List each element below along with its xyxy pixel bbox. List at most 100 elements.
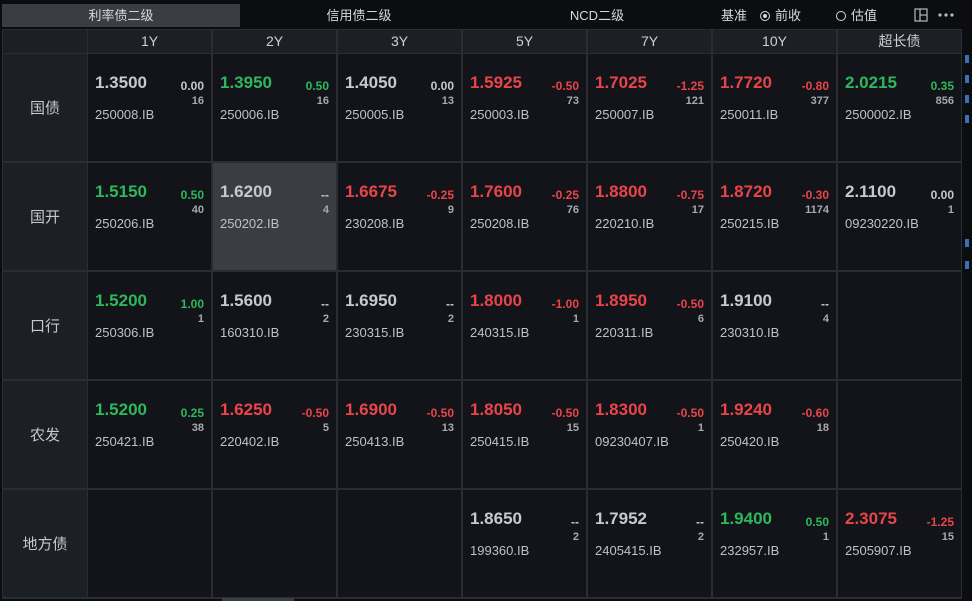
yield-change: -- xyxy=(571,515,579,529)
yield-change: -0.25 xyxy=(551,188,579,202)
yield-value: 1.9100 xyxy=(720,291,772,310)
quote-cell[interactable]: 1.5150 0.50 40 250206.IB xyxy=(88,163,211,270)
empty-cell xyxy=(338,490,461,597)
yield-value: 1.5200 xyxy=(95,291,147,310)
quote-cell[interactable]: 1.6675 -0.25 9 230208.IB xyxy=(338,163,461,270)
tab-ncd-secondary[interactable]: NCD二级 xyxy=(569,8,625,23)
empty-cell xyxy=(213,490,336,597)
quote-cell[interactable]: 1.8000 -1.00 1 240315.IB xyxy=(463,272,586,379)
row-header[interactable]: 口行 xyxy=(3,272,87,379)
yield-change: -0.50 xyxy=(676,406,704,420)
basis-option-valuation[interactable]: 估值 xyxy=(836,4,877,27)
bond-code: 250421.IB xyxy=(95,434,155,449)
side-marker xyxy=(965,95,969,103)
column-header-1[interactable]: 1Y xyxy=(88,30,211,53)
trade-count: 2 xyxy=(697,531,704,543)
bond-code: 250011.IB xyxy=(720,107,779,122)
column-header-6[interactable]: 10Y xyxy=(713,30,836,53)
quote-cell[interactable]: 1.7600 -0.25 76 250208.IB xyxy=(463,163,586,270)
bond-code: 250306.IB xyxy=(95,325,155,340)
quote-cell[interactable]: 1.6900 -0.50 13 250413.IB xyxy=(338,381,461,488)
side-marker xyxy=(965,55,969,63)
quote-cell[interactable]: 1.7952 -- 2 2405415.IB xyxy=(588,490,711,597)
more-icon[interactable] xyxy=(937,8,955,22)
yield-value: 1.8720 xyxy=(720,182,772,201)
column-header-2[interactable]: 2Y xyxy=(213,30,336,53)
quote-cell[interactable]: 1.6200 -- 4 250202.IB xyxy=(213,163,336,270)
quote-cell[interactable]: 2.1100 0.00 1 09230220.IB xyxy=(838,163,961,270)
quote-cell[interactable]: 1.8950 -0.50 6 220311.IB xyxy=(588,272,711,379)
quote-cell[interactable]: 1.8650 -- 2 199360.IB xyxy=(463,490,586,597)
yield-value: 1.5200 xyxy=(95,400,147,419)
quote-cell[interactable]: 1.8720 -0.30 1174 250215.IB xyxy=(713,163,836,270)
yield-value: 2.0215 xyxy=(845,73,897,92)
quote-cell[interactable]: 1.8050 -0.50 15 250415.IB xyxy=(463,381,586,488)
quote-cell[interactable]: 1.9100 -- 4 230310.IB xyxy=(713,272,836,379)
quote-cell[interactable]: 1.4050 0.00 13 250005.IB xyxy=(338,54,461,161)
column-header-5[interactable]: 7Y xyxy=(588,30,711,53)
quote-cell[interactable]: 1.8300 -0.50 1 09230407.IB xyxy=(588,381,711,488)
bond-code: 160310.IB xyxy=(220,325,280,340)
tab-credit-bond-secondary[interactable]: 信用债二级 xyxy=(326,8,392,23)
yield-change: -1.25 xyxy=(926,515,954,529)
trade-count: 1 xyxy=(697,422,704,434)
horizontal-scrollbar[interactable] xyxy=(222,598,294,601)
bond-code: 250008.IB xyxy=(95,107,155,122)
tab-rate-bond-secondary[interactable]: 利率债二级 xyxy=(2,4,240,27)
bond-code: 250208.IB xyxy=(470,216,530,231)
column-header-3[interactable]: 3Y xyxy=(338,30,461,53)
bond-code: 199360.IB xyxy=(470,543,530,558)
row-header[interactable]: 国债 xyxy=(3,54,87,161)
quote-cell[interactable]: 2.3075 -1.25 15 2505907.IB xyxy=(838,490,961,597)
bond-code: 250202.IB xyxy=(220,216,280,231)
yield-value: 1.6250 xyxy=(220,400,272,419)
row-header[interactable]: 国开 xyxy=(3,163,87,270)
quote-cell[interactable]: 1.7720 -0.80 377 250011.IB xyxy=(713,54,836,161)
quote-cell[interactable]: 1.3950 0.50 16 250006.IB xyxy=(213,54,336,161)
trade-count: 4 xyxy=(822,313,829,325)
top-bar: 利率债二级 信用债二级 NCD二级 基准 前收 估值 xyxy=(0,0,972,29)
yield-value: 1.5925 xyxy=(470,73,522,92)
yield-change: -0.50 xyxy=(301,406,329,420)
bond-code: 250415.IB xyxy=(470,434,530,449)
quote-cell[interactable]: 1.6950 -- 2 230315.IB xyxy=(338,272,461,379)
yield-change: -0.80 xyxy=(801,79,829,93)
yield-value: 1.7720 xyxy=(720,73,772,92)
quote-cell[interactable]: 1.5925 -0.50 73 250003.IB xyxy=(463,54,586,161)
yield-value: 1.6675 xyxy=(345,182,397,201)
bond-code: 2405415.IB xyxy=(595,543,662,558)
bond-code: 250413.IB xyxy=(345,434,405,449)
yield-change: 0.50 xyxy=(305,79,329,93)
side-marker xyxy=(965,261,969,269)
trade-count: 1 xyxy=(572,313,579,325)
quote-cell[interactable]: 1.5200 0.25 38 250421.IB xyxy=(88,381,211,488)
yield-change: -0.50 xyxy=(551,79,579,93)
yield-value: 1.5150 xyxy=(95,182,147,201)
quote-cell[interactable]: 1.8800 -0.75 17 220210.IB xyxy=(588,163,711,270)
yield-change: 0.00 xyxy=(430,79,454,93)
layout-icon[interactable] xyxy=(914,8,928,22)
quote-cell[interactable]: 1.3500 0.00 16 250008.IB xyxy=(88,54,211,161)
row-header[interactable]: 农发 xyxy=(3,381,87,488)
trade-count: 1 xyxy=(947,204,954,216)
row-header[interactable]: 地方债 xyxy=(3,490,87,597)
quote-cell[interactable]: 1.5200 1.00 1 250306.IB xyxy=(88,272,211,379)
yield-value: 1.6200 xyxy=(220,182,272,201)
trade-count: 2 xyxy=(322,313,329,325)
bond-code: 250003.IB xyxy=(470,107,530,122)
yield-value: 1.7600 xyxy=(470,182,522,201)
yield-change: -0.30 xyxy=(801,188,829,202)
quote-cell[interactable]: 1.9240 -0.60 18 250420.IB xyxy=(713,381,836,488)
yield-change: 0.00 xyxy=(930,188,954,202)
column-header-4[interactable]: 5Y xyxy=(463,30,586,53)
quote-cell[interactable]: 1.6250 -0.50 5 220402.IB xyxy=(213,381,336,488)
trade-count: 2 xyxy=(572,531,579,543)
quote-cell[interactable]: 1.5600 -- 2 160310.IB xyxy=(213,272,336,379)
bond-code: 232957.IB xyxy=(720,543,780,558)
quote-cell[interactable]: 2.0215 0.35 856 2500002.IB xyxy=(838,54,961,161)
yield-change: 0.50 xyxy=(805,515,829,529)
quote-cell[interactable]: 1.9400 0.50 1 232957.IB xyxy=(713,490,836,597)
basis-option-prev-close[interactable]: 前收 xyxy=(760,4,801,27)
column-header-7[interactable]: 超长债 xyxy=(838,30,961,53)
quote-cell[interactable]: 1.7025 -1.25 121 250007.IB xyxy=(588,54,711,161)
